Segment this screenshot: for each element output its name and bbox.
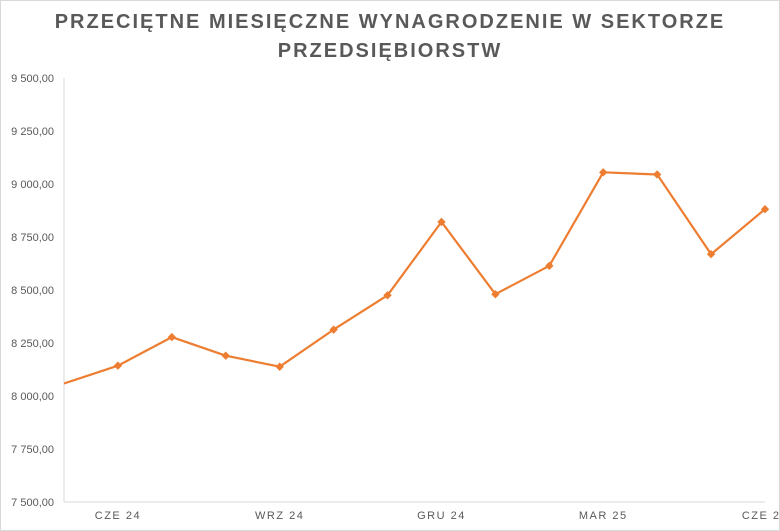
data-point-marker	[329, 325, 338, 334]
data-point-marker	[113, 361, 123, 370]
data-point-marker	[437, 217, 446, 227]
y-tick-label: 9 250,00	[11, 126, 54, 138]
y-tick-label: 8 000,00	[11, 391, 54, 403]
y-tick-label: 8 250,00	[11, 338, 54, 350]
chart-title: PRZECIĘTNE MIESIĘCZNE WYNAGRODZENIE W SE…	[54, 11, 726, 62]
x-tick-label: GRU 24	[417, 510, 466, 522]
y-tick-label: 7 750,00	[11, 444, 54, 456]
data-point-marker	[545, 261, 554, 271]
y-tick-label: 9 000,00	[11, 179, 54, 191]
y-tick-label: 8 750,00	[11, 232, 54, 244]
data-point-marker	[491, 290, 500, 299]
data-point-marker	[275, 362, 284, 371]
data-point-marker	[167, 332, 177, 342]
series-line	[63, 171, 766, 385]
data-point-marker	[221, 351, 230, 360]
data-point-marker	[760, 205, 770, 214]
data-point-marker	[599, 168, 608, 177]
x-tick-label: CZE 25	[742, 510, 780, 522]
data-point-marker	[706, 249, 716, 259]
x-tick-label: MAR 25	[579, 510, 628, 522]
y-tick-label: 7 500,00	[11, 497, 54, 509]
x-tick-label: WRZ 24	[255, 510, 304, 522]
data-point-marker	[652, 170, 662, 179]
y-tick-label: 8 500,00	[11, 285, 54, 297]
data-point-marker	[383, 291, 392, 300]
y-tick-label: 9 500,00	[11, 73, 54, 85]
x-tick-label: CZE 24	[95, 510, 141, 522]
